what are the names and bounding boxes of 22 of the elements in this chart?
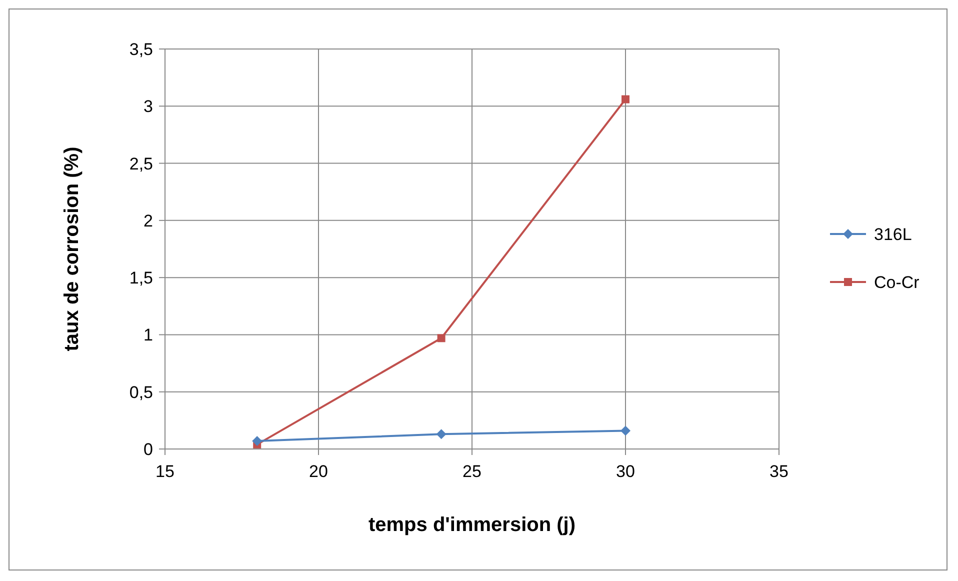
point	[620, 426, 630, 436]
y-tick-label: 0,5	[129, 382, 153, 402]
point	[252, 436, 262, 446]
x-tick-label: 30	[616, 462, 635, 481]
y-axis-title: taux de corrosion (%)	[61, 146, 83, 352]
x-tick-label: 15	[156, 462, 174, 481]
legend-label: 316L	[874, 225, 912, 244]
x-tick-label: 25	[462, 462, 482, 481]
y-tick-label: 0	[144, 440, 153, 459]
y-tick-label: 3	[144, 97, 153, 116]
x-tick-label: 20	[309, 462, 328, 481]
y-tick-label: 1,5	[129, 268, 153, 288]
y-tick-label: 2,5	[129, 154, 153, 174]
point	[622, 95, 630, 104]
x-axis-title: temps d'immersion (j)	[368, 514, 576, 536]
point	[437, 334, 446, 342]
x-tick-label: 35	[770, 462, 788, 481]
y-tick-label: 2	[144, 211, 153, 230]
legend-label: Co-Cr	[874, 273, 920, 292]
point	[436, 429, 446, 440]
y-tick-label: 1	[144, 326, 153, 345]
y-tick-label: 3,5	[129, 40, 153, 59]
